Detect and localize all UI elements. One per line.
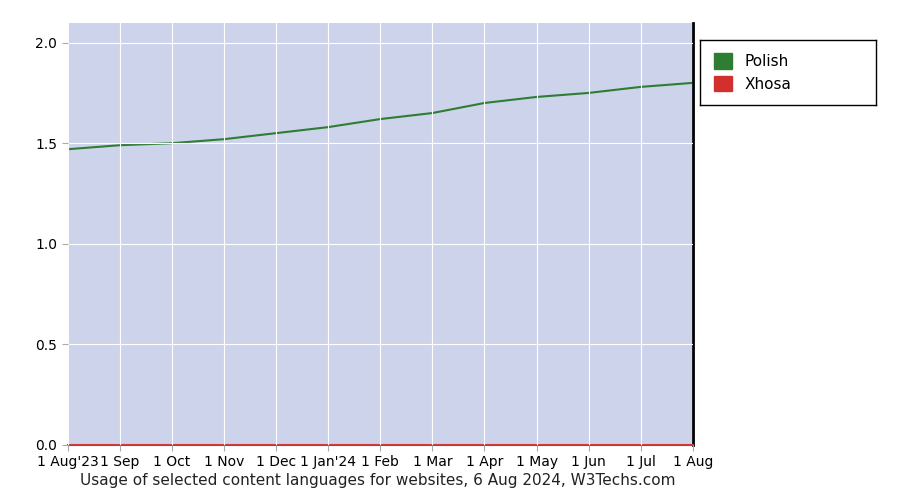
Text: Usage of selected content languages for websites, 6 Aug 2024, W3Techs.com: Usage of selected content languages for … [80,472,676,488]
Legend: Polish, Xhosa: Polish, Xhosa [707,48,797,98]
